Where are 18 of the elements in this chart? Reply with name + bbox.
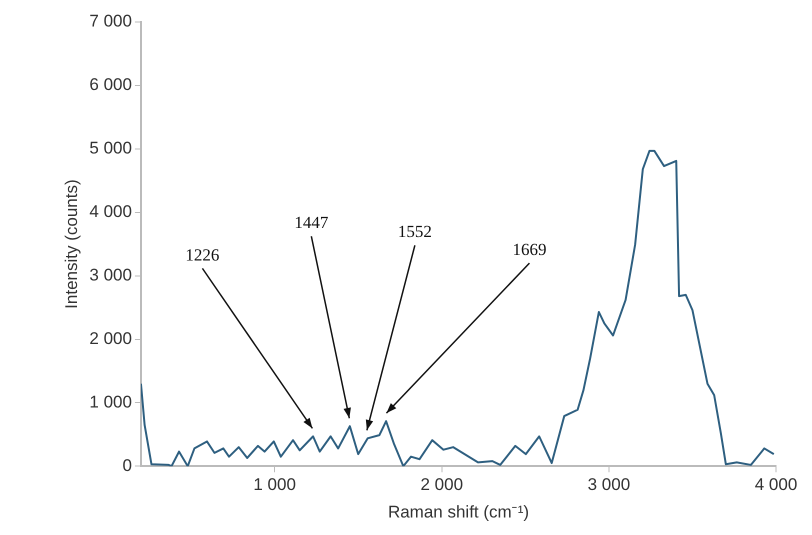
annotation: 1669 bbox=[512, 240, 546, 260]
annotation: 1447 bbox=[294, 213, 329, 232]
y-tick-label: 2 000 bbox=[89, 328, 132, 348]
x-tick-label: 3 000 bbox=[588, 475, 630, 494]
y-tick-label: 5 000 bbox=[89, 138, 132, 158]
annotation: 1226 bbox=[185, 245, 220, 264]
annotation: 1552 bbox=[398, 222, 432, 242]
y-tick-label: 1 000 bbox=[89, 392, 132, 412]
x-tick-label: 1 000 bbox=[253, 475, 296, 494]
x-tick-label: 2 000 bbox=[420, 475, 464, 494]
y-tick-label: 3 000 bbox=[89, 266, 132, 285]
y-tick-label: 4 000 bbox=[89, 202, 132, 222]
x-axis-title: Raman shift (cm⁻¹) bbox=[388, 502, 530, 522]
y-tick-label: 7 000 bbox=[89, 12, 132, 31]
y-tick-label: 6 000 bbox=[89, 75, 132, 94]
y-tick-label: 0 bbox=[122, 456, 132, 475]
x-tick-label: 4 000 bbox=[754, 475, 798, 494]
y-axis-title: Intensity (counts) bbox=[62, 179, 81, 309]
